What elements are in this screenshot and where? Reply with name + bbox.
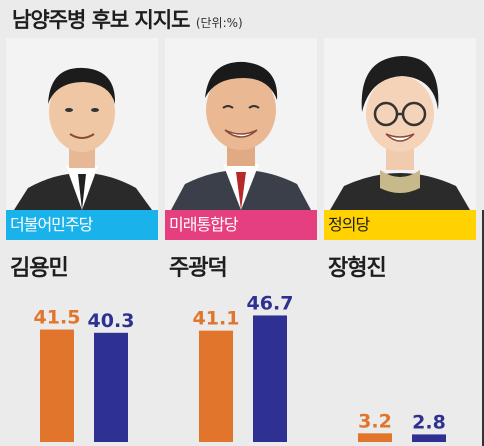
party-label: 더불어민주당 xyxy=(6,210,158,240)
data-label-series2: 46.7 xyxy=(247,292,294,314)
bar-group: 41.1 46.7 xyxy=(165,276,317,446)
bar-series2 xyxy=(253,315,287,442)
bar-group: 3.2 2.8 xyxy=(324,276,476,446)
data-label-series2: 2.8 xyxy=(412,411,446,433)
chart-title-text: 남양주병 후보 지지도 xyxy=(12,8,191,32)
bar-group: 41.5 40.3 xyxy=(6,276,158,446)
candidate-column-3: 정의당 장형진 3.2 2.8 xyxy=(324,38,476,446)
edge-divider xyxy=(482,210,484,446)
data-label-series1: 41.1 xyxy=(193,308,240,330)
bar-series1 xyxy=(40,329,74,442)
unit-label: (단위:%) xyxy=(195,16,243,30)
candidate-column-2: 미래통합당 주광덕 41.1 46.7 xyxy=(165,38,317,446)
bar-series1 xyxy=(199,330,233,442)
chart-title: 남양주병 후보 지지도 (단위:%) xyxy=(12,4,243,34)
bar-series2 xyxy=(94,332,128,442)
candidate-name: 장형진 xyxy=(328,256,387,281)
bar-series2 xyxy=(412,434,446,442)
party-label: 정의당 xyxy=(324,210,476,240)
candidate-name: 김용민 xyxy=(10,256,69,281)
party-label: 미래통합당 xyxy=(165,210,317,240)
candidate-photo xyxy=(165,38,317,210)
bar-plot: 3.2 2.8 xyxy=(358,410,446,442)
bar-plot: 41.5 40.3 xyxy=(34,307,135,442)
candidate-column-1: 더불어민주당 김용민 41.5 40.3 xyxy=(6,38,158,446)
candidate-photo xyxy=(324,38,476,210)
candidate-name: 주광덕 xyxy=(169,256,228,281)
candidate-photo xyxy=(6,38,158,210)
bar-plot: 41.1 46.7 xyxy=(193,292,294,442)
data-label-series2: 40.3 xyxy=(88,310,135,332)
data-label-series1: 3.2 xyxy=(358,410,392,432)
bar-series1 xyxy=(358,433,392,442)
data-label-series1: 41.5 xyxy=(34,307,81,329)
